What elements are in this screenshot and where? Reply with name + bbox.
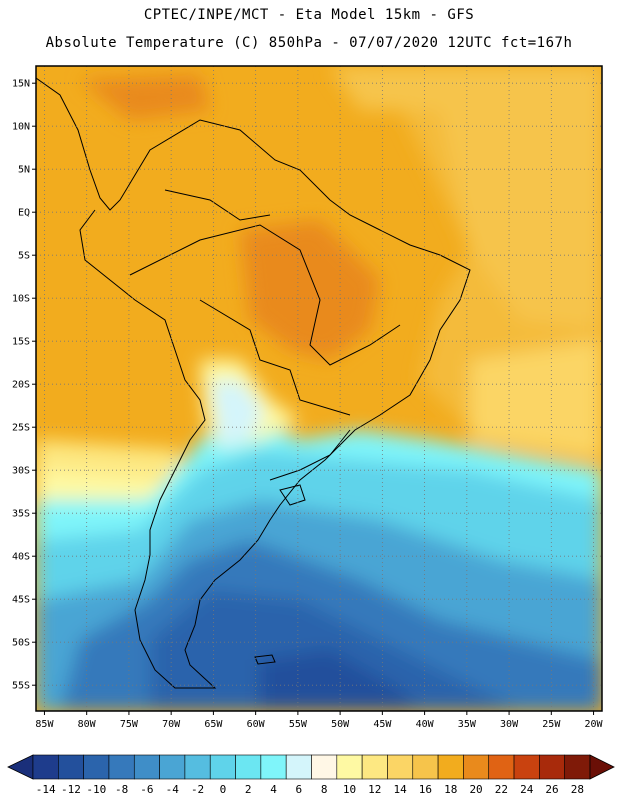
colorbar-label: 24 <box>520 783 534 796</box>
colorbar-swatch <box>209 754 236 780</box>
lat-label: EQ <box>18 208 30 219</box>
colorbar-swatch <box>513 754 540 780</box>
colorbar-label: -4 <box>166 783 180 796</box>
colorbar-swatch <box>564 754 591 780</box>
lon-label: 60W <box>247 719 266 730</box>
colorbar-swatch <box>336 754 363 780</box>
colorbar-label: 26 <box>545 783 558 796</box>
colorbar-label: -8 <box>115 783 128 796</box>
colorbar-label: -12 <box>61 783 81 796</box>
lat-label: 25S <box>12 423 30 434</box>
colorbar-label: 12 <box>368 783 381 796</box>
lat-label: 5S <box>18 251 30 262</box>
lat-label: 15N <box>12 79 30 90</box>
longitude-labels: 85W 80W 75W 70W 65W 60W 55W 50W 45W 40W 35W 30W 25W 2… <box>35 719 603 730</box>
map-title-line-2: Absolute Temperature (C) 850hPa - 07/07/… <box>45 35 573 51</box>
lat-label: 10N <box>12 122 30 133</box>
colorbar-label: -2 <box>191 783 204 796</box>
map-title-line-1: CPTEC/INPE/MCT - Eta Model 15km - GFS <box>143 7 475 23</box>
temperature-field <box>36 66 602 711</box>
colorbar-swatch <box>311 754 338 780</box>
colorbar-label: 2 <box>245 783 252 796</box>
colorbar-label: 18 <box>444 783 457 796</box>
lon-label: 65W <box>204 719 223 730</box>
lon-label: 25W <box>542 719 561 730</box>
lat-label: 35S <box>12 509 30 520</box>
lat-label: 45S <box>12 595 30 606</box>
colorbar-label: 20 <box>469 783 482 796</box>
colorbar-over-arrow <box>589 754 615 780</box>
colorbar-swatch <box>58 754 84 780</box>
colorbar-swatch <box>539 754 565 780</box>
lat-label: 20S <box>12 380 30 391</box>
colorbar-label: 16 <box>419 783 432 796</box>
lon-label: 45W <box>373 719 392 730</box>
lon-label: 80W <box>78 719 97 730</box>
colorbar-swatch <box>412 754 439 780</box>
colorbar-swatch <box>387 754 414 780</box>
colorbar-label: 8 <box>321 783 328 796</box>
lon-label: 40W <box>416 719 435 730</box>
colorbar-label: 6 <box>296 783 303 796</box>
lon-label: 55W <box>289 719 308 730</box>
lat-label: 50S <box>12 638 30 649</box>
colorbar-swatch <box>32 754 59 780</box>
colorbar-swatch <box>159 754 186 780</box>
colorbar-label: 14 <box>393 783 407 796</box>
colorbar-swatch <box>260 754 287 780</box>
colorbar-label: -6 <box>140 783 153 796</box>
colorbar-swatch <box>184 754 211 780</box>
colorbar-swatch <box>361 754 388 780</box>
colorbar-swatch <box>285 754 312 780</box>
colorbar-swatch <box>235 754 262 780</box>
lon-label: 35W <box>458 719 477 730</box>
colorbar-swatch <box>437 754 464 780</box>
colorbar-label: 4 <box>270 783 277 796</box>
lat-label: 5N <box>18 165 30 176</box>
colorbar-swatch <box>133 754 160 780</box>
lon-label: 30W <box>500 719 519 730</box>
lon-label: 75W <box>120 719 139 730</box>
lat-label: 30S <box>12 466 30 477</box>
colorbar-label: 28 <box>571 783 584 796</box>
colorbar: -14 -12 -10 -8 -6 -4 -2 0 2 4 6 8 10 12 14 16 18 20 22 24 26… <box>7 754 615 796</box>
colorbar-swatch <box>488 754 515 780</box>
lon-label: 50W <box>331 719 350 730</box>
map-frame <box>35 65 603 712</box>
lon-label: 85W <box>35 719 54 730</box>
colorbar-label: 22 <box>495 783 508 796</box>
latitude-labels: 15N 10N 5N EQ 5S 10S 15S 20S 25S 30S 35S 40S 45S 50S 5… <box>12 79 30 692</box>
lat-label: 15S <box>12 337 30 348</box>
colorbar-label: -10 <box>86 783 106 796</box>
colorbar-swatch <box>463 754 490 780</box>
lat-label: 55S <box>12 681 30 692</box>
colorbar-swatch <box>108 754 135 780</box>
colorbar-under-arrow <box>7 754 34 780</box>
lat-label: 40S <box>12 552 30 563</box>
lat-label: 10S <box>12 294 30 305</box>
colorbar-label: 0 <box>220 783 227 796</box>
colorbar-label: 10 <box>343 783 356 796</box>
lon-label: 70W <box>162 719 181 730</box>
colorbar-swatch <box>83 754 110 780</box>
lon-label: 20W <box>585 719 604 730</box>
colorbar-label: -14 <box>36 783 56 796</box>
